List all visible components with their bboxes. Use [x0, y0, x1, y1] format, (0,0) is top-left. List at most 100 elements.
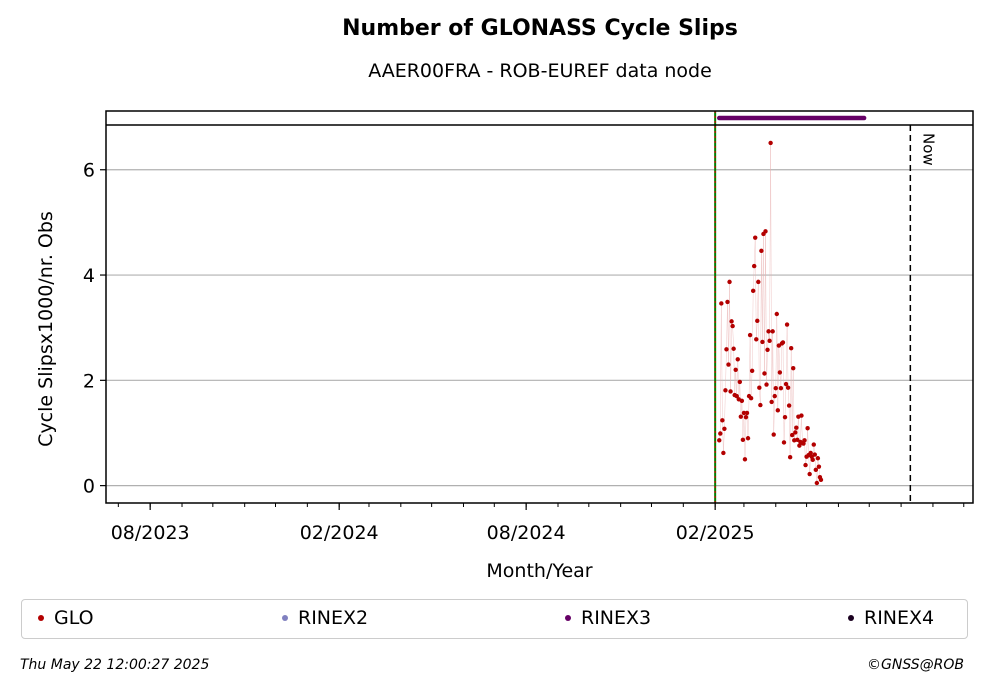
glo-data-point: [794, 425, 799, 430]
glo-data-point: [797, 443, 802, 448]
legend-marker-rinex4-icon: [848, 615, 854, 621]
glo-data-point: [813, 467, 819, 473]
glo-data-point: [784, 322, 790, 327]
glo-data-point: [755, 318, 760, 324]
legend-label-rinex2: RINEX2: [298, 607, 369, 629]
glo-data-point: [810, 457, 815, 463]
glo-data-point: [762, 371, 767, 376]
glo-data-point: [734, 393, 739, 399]
glo-data-point: [776, 343, 782, 348]
glo-data-point: [729, 319, 734, 324]
glo-data-point: [756, 279, 761, 285]
glo-data-point: [772, 393, 777, 399]
glo-data-point: [771, 432, 776, 437]
glo-data-point: [722, 426, 727, 431]
glo-data-point: [814, 480, 820, 486]
y-tick-label: 0: [83, 476, 95, 498]
glo-data-point: [790, 432, 795, 438]
legend-item-glo: GLO: [38, 607, 94, 629]
legend-item-rinex3: RINEX3: [565, 607, 651, 629]
x-tick-label: 08/2023: [111, 522, 190, 544]
x-axis-label: Month/Year: [486, 560, 592, 582]
legend-marker-glo-icon: [38, 615, 44, 621]
glo-data-point: [747, 332, 753, 338]
glo-data-point: [816, 464, 822, 469]
glo-data-point: [807, 471, 812, 477]
glo-data-point: [765, 347, 770, 352]
glo-data-point: [803, 462, 808, 468]
footer-timestamp: Thu May 22 12:00:27 2025: [20, 657, 210, 673]
glo-data-point: [781, 440, 787, 445]
legend-item-rinex2: RINEX2: [282, 607, 368, 629]
glo-data-point: [791, 366, 796, 371]
legend-marker-rinex3-icon: [565, 615, 571, 621]
y-tick-label: 2: [83, 370, 95, 392]
glo-data-point: [811, 442, 816, 447]
glo-data-point: [795, 437, 800, 443]
glo-data-point: [733, 367, 738, 373]
glo-data-point: [743, 414, 749, 420]
glo-data-point: [748, 396, 754, 401]
glo-data-point: [741, 410, 747, 416]
glo-data-point: [773, 386, 778, 391]
glo-data-point: [751, 263, 757, 269]
grid-lines: [106, 169, 973, 487]
glo-data-point: [812, 452, 818, 457]
y-axis-label: Cycle Slipsx1000/nr. Obs: [35, 211, 57, 447]
plot-frame: [105, 110, 974, 504]
legend-label-rinex3: RINEX3: [581, 607, 652, 629]
footer-copyright: ©GNSS@ROB: [867, 657, 964, 673]
glo-data-point: [799, 413, 804, 418]
legend-label-rinex4: RINEX4: [864, 607, 935, 629]
glo-data-point: [750, 288, 756, 294]
glo-data-point: [763, 229, 768, 234]
data-points: [717, 115, 867, 486]
legend-label-glo: GLO: [54, 607, 94, 629]
glo-data-point: [718, 431, 723, 436]
glo-data-point: [739, 398, 745, 404]
glo-data-point: [766, 329, 771, 334]
glo-data-point: [767, 338, 772, 344]
glo-data-point: [769, 399, 774, 405]
glo-data-point: [727, 279, 732, 285]
chart-title: Number of GLONASS Cycle Slips: [342, 16, 738, 41]
chart-subtitle: AAER00FRA - ROB-EUREF data node: [368, 60, 712, 82]
glo-data-point: [724, 347, 729, 352]
glo-data-point: [802, 438, 807, 443]
glo-data-point: [768, 140, 773, 146]
glo-data-point: [721, 450, 726, 456]
y-tick-label: 6: [83, 160, 95, 182]
y-tick-label: 4: [83, 265, 95, 287]
now-label: Now: [919, 133, 937, 166]
glo-data-point: [730, 323, 735, 329]
glo-data-point: [793, 430, 798, 435]
glo-data-point: [717, 438, 722, 443]
glo-data-point: [740, 437, 746, 443]
glo-data-point: [818, 477, 824, 483]
glo-data-point: [742, 457, 748, 462]
glo-data-point: [760, 339, 765, 345]
glo-data-point: [728, 389, 733, 394]
legend-item-rinex4: RINEX4: [848, 607, 934, 629]
glo-data-point: [783, 381, 789, 387]
reference-lines: Now: [714, 111, 937, 503]
x-tick-label: 02/2024: [300, 522, 379, 544]
glo-data-point: [731, 346, 736, 351]
glo-data-point: [737, 379, 743, 385]
glo-data-point: [788, 346, 794, 351]
glo-data-point: [785, 385, 791, 390]
glo-data-point: [780, 340, 786, 345]
glo-data-point: [815, 456, 821, 461]
glo-data-point: [744, 410, 750, 416]
glo-data-point: [720, 418, 725, 423]
glo-data-point: [757, 385, 762, 390]
glo-data-point: [764, 382, 769, 387]
glo-data-point: [787, 454, 793, 460]
glo-data-point: [745, 436, 751, 441]
glo-data-point: [786, 403, 792, 408]
glo-data-point: [725, 299, 730, 305]
glo-data-point: [759, 248, 764, 254]
glo-data-point: [808, 450, 813, 456]
axis-ticks: 0 2 4 6 08/2023 02/2024 08/2024 02/2025: [83, 160, 965, 544]
glo-data-point: [774, 311, 779, 317]
